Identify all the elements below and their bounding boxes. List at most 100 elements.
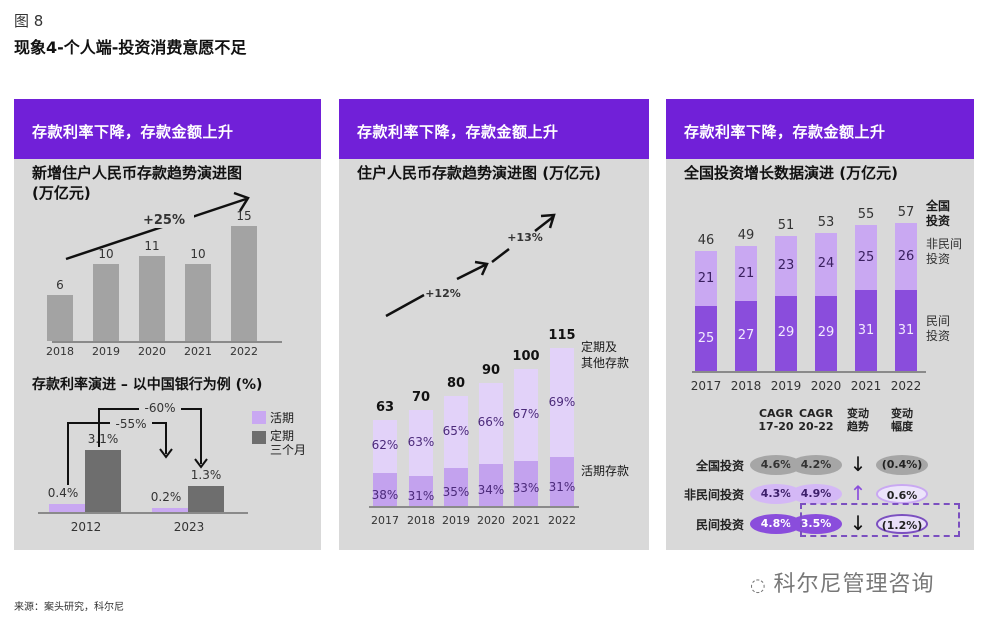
x-tick-label: 2021 [184, 345, 212, 358]
bar-nonprivate [895, 222, 917, 291]
total-label: 80 [446, 376, 466, 392]
bar-current [479, 464, 503, 506]
bar-value-label: 0.4% [47, 486, 79, 500]
watermark: ◌ 科尔尼管理咨询 [750, 566, 934, 598]
bar [231, 225, 257, 341]
segment-label: 27 [737, 327, 755, 343]
bar-current [152, 508, 188, 512]
x-tick-label: 2017 [371, 514, 399, 527]
total-label: 49 [737, 228, 755, 244]
row-label: 全国投资 [695, 459, 744, 473]
x-tick-label: 2022 [230, 345, 258, 358]
bar-value-label: 11 [144, 239, 160, 254]
change-label-55: -55% [110, 417, 152, 431]
x-tick-label: 2023 [173, 520, 205, 534]
segment-label: 31% [548, 479, 576, 494]
x-tick-label: 2012 [70, 520, 102, 534]
bar-private [855, 290, 877, 371]
bar-current [444, 467, 468, 506]
total-label: 57 [897, 204, 915, 220]
total-label: 90 [481, 362, 501, 378]
change-pill: (1.2%) [876, 514, 928, 534]
legend-line: 其他存款 [581, 356, 630, 370]
legend-swatch-current [252, 411, 266, 424]
x-axis [38, 512, 248, 514]
segment-label: 21 [737, 265, 755, 281]
bar-current [409, 476, 433, 506]
watermark-text: 科尔尼管理咨询 [773, 572, 935, 597]
bar-value-label: 0.2% [150, 490, 182, 504]
segment-label: 66% [477, 415, 505, 430]
total-label: 100 [512, 349, 540, 364]
panel-deposit-new: 存款利率下降，存款金额上升 新增住户人民币存款趋势演进图 (万亿元) +25% … [14, 99, 321, 550]
bar-value-label: 3.1% [87, 432, 119, 446]
bar-value-label: 1.3% [190, 468, 222, 482]
panel-deposit-total: 存款利率下降，存款金额上升 住户人民币存款趋势演进图 (万亿元) +12% +1… [339, 99, 649, 550]
bar-fixed-other [444, 396, 468, 468]
rate-change-arrows-icon [67, 408, 208, 485]
total-label: 115 [548, 328, 576, 344]
bar-private [815, 295, 837, 371]
cagr-17-20-pill: 4.8% [750, 514, 802, 534]
segment-label: 31 [857, 322, 875, 338]
bar [139, 256, 165, 341]
total-label: 63 [375, 399, 395, 415]
total-label: 46 [697, 233, 715, 249]
bar-fixed [85, 450, 121, 512]
legend-line: 民间 [926, 314, 951, 328]
legend-label-current: 活期 [270, 411, 295, 425]
total-label: 53 [817, 215, 835, 231]
segment-label: 63% [407, 435, 435, 450]
bar-fixed [188, 486, 224, 512]
legend-line: 投资 [926, 252, 951, 266]
x-tick-label: 2021 [850, 379, 882, 393]
x-tick-label: 2018 [730, 379, 762, 393]
x-tick-label: 2022 [890, 379, 922, 393]
column-header: 变动 趋势 [847, 407, 869, 433]
legend-private: 民间 投资 [926, 314, 950, 344]
chart-title: 住户人民币存款趋势演进图 (万亿元) [357, 164, 601, 182]
cagr-17-20-pill: 4.3% [750, 484, 802, 504]
wechat-icon: ◌ [750, 575, 774, 596]
rate-chart-title: 存款利率演进 – 以中国银行为例 (%) [32, 377, 263, 393]
figure-title: 现象4-个人端-投资消费意愿不足 [14, 38, 247, 57]
segment-label: 62% [371, 438, 399, 453]
panel-investment: 存款利率下降，存款金额上升 全国投资增长数据演进 (万亿元) 46 21 25 201… [666, 99, 974, 550]
legend-swatch-fixed [252, 431, 266, 444]
segment-label: 23 [777, 257, 795, 273]
x-tick-label: 2019 [92, 345, 120, 358]
legend-line: 非民间 [926, 237, 963, 251]
cagr-20-22-pill: 4.9% [790, 484, 842, 504]
growth-arrow-icon [385, 213, 556, 318]
x-tick-label: 2020 [138, 345, 166, 358]
bar-nonprivate [735, 246, 757, 301]
segment-label: 35% [442, 484, 470, 499]
bar-private [735, 300, 757, 371]
legend-line: 全国 [926, 199, 951, 213]
panel-header: 存款利率下降，存款金额上升 [666, 99, 974, 159]
chart-title-line2: (万亿元) [32, 184, 91, 202]
growth-label: +13% [507, 231, 543, 244]
bar-fixed-other [479, 382, 503, 465]
panel-header: 存款利率下降，存款金额上升 [14, 99, 321, 159]
cagr-17-20-pill: 4.6% [750, 455, 802, 475]
x-axis [369, 506, 579, 508]
legend-nonprivate: 非民间 投资 [926, 237, 962, 267]
segment-label: 26 [897, 248, 915, 264]
total-label: 55 [857, 207, 875, 223]
segment-label: 65% [442, 424, 470, 439]
x-axis [692, 371, 926, 373]
source-note: 来源：案头研究，科尔尼 [14, 602, 124, 613]
arrow-down-icon: ↓ [849, 452, 867, 476]
chart-title: 新增住户人民币存款趋势演进图 (万亿元) [32, 163, 242, 203]
bar-nonprivate [815, 233, 837, 296]
segment-label: 24 [817, 256, 835, 272]
x-tick-label: 2018 [407, 514, 435, 527]
chart-title: 全国投资增长数据演进 (万亿元) [684, 164, 898, 182]
x-tick-label: 2017 [690, 379, 722, 393]
bar-current [550, 457, 574, 506]
bar-private [895, 290, 917, 371]
legend-line: 定期 [270, 429, 295, 443]
legend-line: 定期及 [581, 340, 618, 354]
bar-nonprivate [775, 235, 797, 296]
